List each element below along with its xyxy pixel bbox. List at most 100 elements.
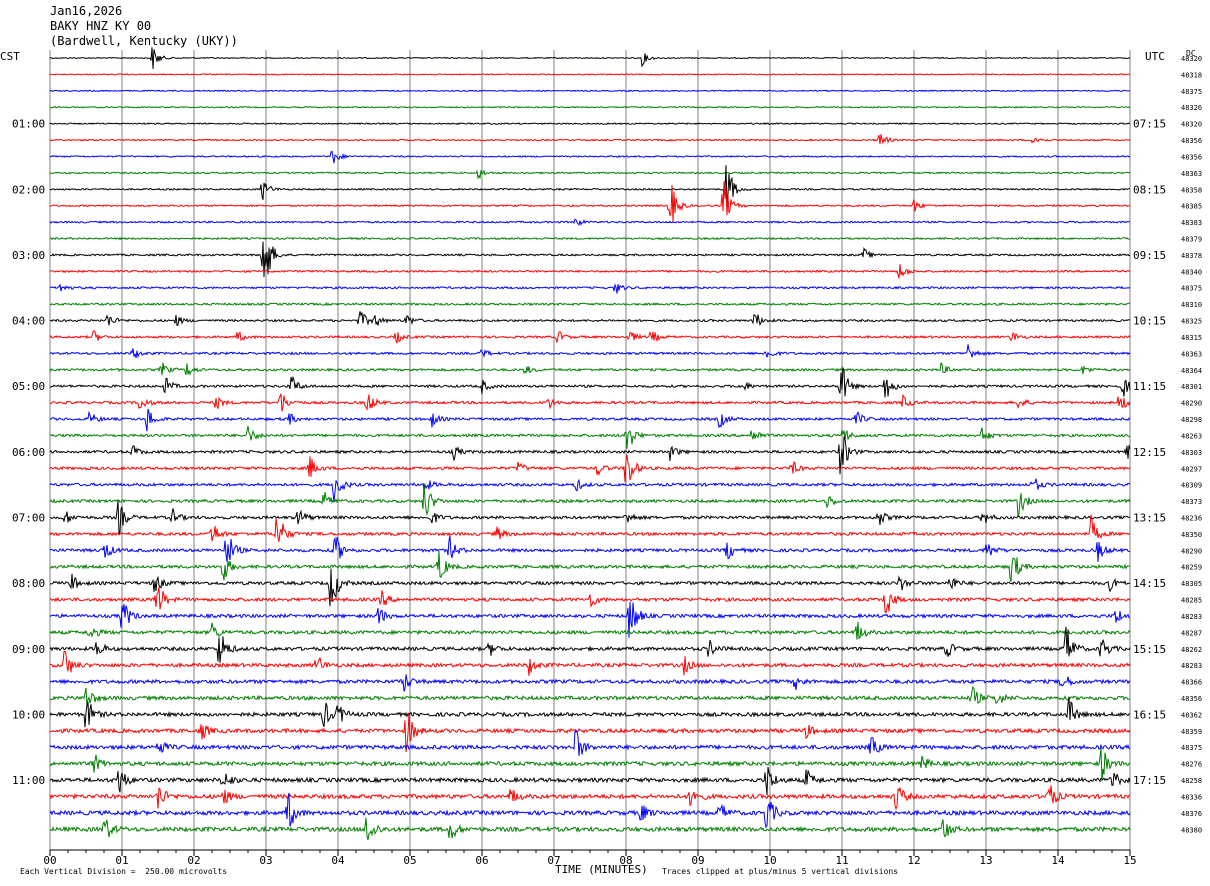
x-tick-label: 15 xyxy=(1123,854,1136,867)
dc-offset-label: 48259 xyxy=(1181,564,1202,572)
dc-offset-label: 48315 xyxy=(1181,334,1202,342)
x-tick-label: 12 xyxy=(907,854,920,867)
trace-row-9 xyxy=(49,181,1131,223)
left-hour-label: 03:00 xyxy=(12,249,45,262)
right-hour-label: 14:15 xyxy=(1133,577,1166,590)
dc-offset-label: 48276 xyxy=(1181,761,1202,769)
dc-offset-label: 48297 xyxy=(1181,465,1202,473)
trace-row-31 xyxy=(49,551,1131,582)
trace-row-2 xyxy=(49,89,1130,93)
trace-row-24 xyxy=(49,436,1131,475)
x-tick-label: 10 xyxy=(763,854,776,867)
x-tick-label: 14 xyxy=(1051,854,1065,867)
dc-offset-label: 48379 xyxy=(1181,236,1202,244)
trace-row-17 xyxy=(49,329,1131,344)
right-hour-label: 16:15 xyxy=(1133,708,1166,721)
dc-offset-label: 48290 xyxy=(1181,400,1202,408)
trace-row-14 xyxy=(49,283,1131,294)
header-date: Jan16,2026 xyxy=(50,4,123,18)
trace-row-39 xyxy=(49,685,1131,708)
dc-offset-label: 48290 xyxy=(1181,547,1202,555)
dc-offset-label: 48375 xyxy=(1181,744,1202,752)
trace-row-13 xyxy=(49,264,1131,279)
dc-offset-label: 48283 xyxy=(1181,613,1202,621)
trace-row-28 xyxy=(50,500,1131,535)
dc-offset-label: 48363 xyxy=(1181,170,1202,178)
trace-row-22 xyxy=(49,408,1131,432)
trace-row-47 xyxy=(49,817,1131,841)
dc-offset-label: 48262 xyxy=(1181,646,1202,654)
x-tick-label: 05 xyxy=(403,854,416,867)
dc-offset-label: 48326 xyxy=(1181,104,1202,112)
dc-offset-label: 48298 xyxy=(1181,416,1202,424)
dc-offset-label: 48373 xyxy=(1181,498,1202,506)
header-station: BAKY HNZ KY 00 xyxy=(50,19,152,33)
dc-offset-label: 48340 xyxy=(1181,268,1202,276)
left-hour-labels: 01:00 02:00 03:00 04:00 05:00 06:00 07:00 08:00… xyxy=(12,118,45,787)
trace-row-3 xyxy=(49,105,1131,109)
x-tick-label: 06 xyxy=(475,854,488,867)
trace-row-29 xyxy=(49,514,1131,542)
right-hour-label: 09:15 xyxy=(1133,249,1166,262)
trace-row-23 xyxy=(49,425,1131,449)
dc-offset-label: 48258 xyxy=(1181,777,1202,785)
dc-offset-label: 48320 xyxy=(1181,121,1202,129)
trace-row-5 xyxy=(49,134,1131,145)
dc-offset-label: 48285 xyxy=(1181,597,1202,605)
trace-row-6 xyxy=(49,150,1131,164)
trace-row-10 xyxy=(49,218,1131,226)
trace-row-45 xyxy=(49,785,1131,811)
dc-offset-label: 48350 xyxy=(1181,531,1202,539)
left-timezone-label: CST xyxy=(0,50,20,63)
trace-row-20 xyxy=(49,366,1131,398)
x-tick-label: 04 xyxy=(331,854,345,867)
x-tick-label: 00 xyxy=(43,854,56,867)
trace-row-0 xyxy=(49,47,1131,69)
trace-row-1 xyxy=(49,73,1131,76)
clip-note: Traces clipped at plus/minus 5 vertical … xyxy=(662,867,899,876)
dc-offset-label: 48385 xyxy=(1181,203,1202,211)
dc-offset-label: 48363 xyxy=(1181,350,1202,358)
trace-row-19 xyxy=(49,362,1131,376)
right-hour-labels: 07:15 08:15 09:15 10:15 11:15 12:15 13:15 14:15… xyxy=(1133,118,1166,787)
trace-row-43 xyxy=(49,748,1131,782)
dc-offset-label: 48378 xyxy=(1181,252,1202,260)
dc-offset-label: 48318 xyxy=(1181,71,1202,79)
right-hour-label: 12:15 xyxy=(1133,446,1166,459)
dc-offset-label: 48376 xyxy=(1181,810,1202,818)
right-timezone-label: UTC xyxy=(1145,50,1165,63)
trace-row-44 xyxy=(49,766,1131,795)
trace-row-41 xyxy=(49,712,1131,752)
left-hour-label: 10:00 xyxy=(12,708,45,721)
left-hour-label: 01:00 xyxy=(12,118,45,131)
right-hour-label: 15:15 xyxy=(1133,643,1166,656)
dc-offset-label: 48356 xyxy=(1181,695,1202,703)
dc-offset-label: 48366 xyxy=(1181,679,1202,687)
trace-row-36 xyxy=(49,626,1131,663)
x-axis: 00 01 02 03 04 05 06 07 08 09 10 11 12 13 14 15 xyxy=(43,849,1137,867)
scale-note: Each Vertical Division = 250.00 microvol… xyxy=(20,867,228,876)
trace-row-30 xyxy=(49,535,1130,562)
dc-offset-label: 48325 xyxy=(1181,318,1202,326)
trace-row-26 xyxy=(49,478,1131,503)
left-hour-label: 09:00 xyxy=(12,643,45,656)
dc-offset-label: 48320 xyxy=(1181,55,1202,63)
seismic-traces xyxy=(49,47,1131,841)
dc-offset-label: 48356 xyxy=(1181,153,1202,161)
dc-offset-label: 48364 xyxy=(1181,367,1202,375)
trace-row-4 xyxy=(49,122,1131,126)
x-tick-label: 13 xyxy=(979,854,992,867)
dc-offset-label: 48359 xyxy=(1181,728,1202,736)
left-hour-label: 08:00 xyxy=(12,577,45,590)
dc-offset-label: 48263 xyxy=(1181,432,1202,440)
trace-row-12 xyxy=(49,241,1131,278)
trace-row-27 xyxy=(49,483,1131,517)
trace-row-34 xyxy=(49,601,1131,638)
dc-offset-label: 48305 xyxy=(1181,580,1202,588)
trace-row-38 xyxy=(49,674,1131,692)
left-hour-label: 07:00 xyxy=(12,511,45,524)
dc-offset-label: 48301 xyxy=(1181,383,1202,391)
x-tick-label: 03 xyxy=(259,854,272,867)
right-hour-label: 08:15 xyxy=(1133,183,1166,196)
dc-offset-label: 48362 xyxy=(1181,711,1202,719)
